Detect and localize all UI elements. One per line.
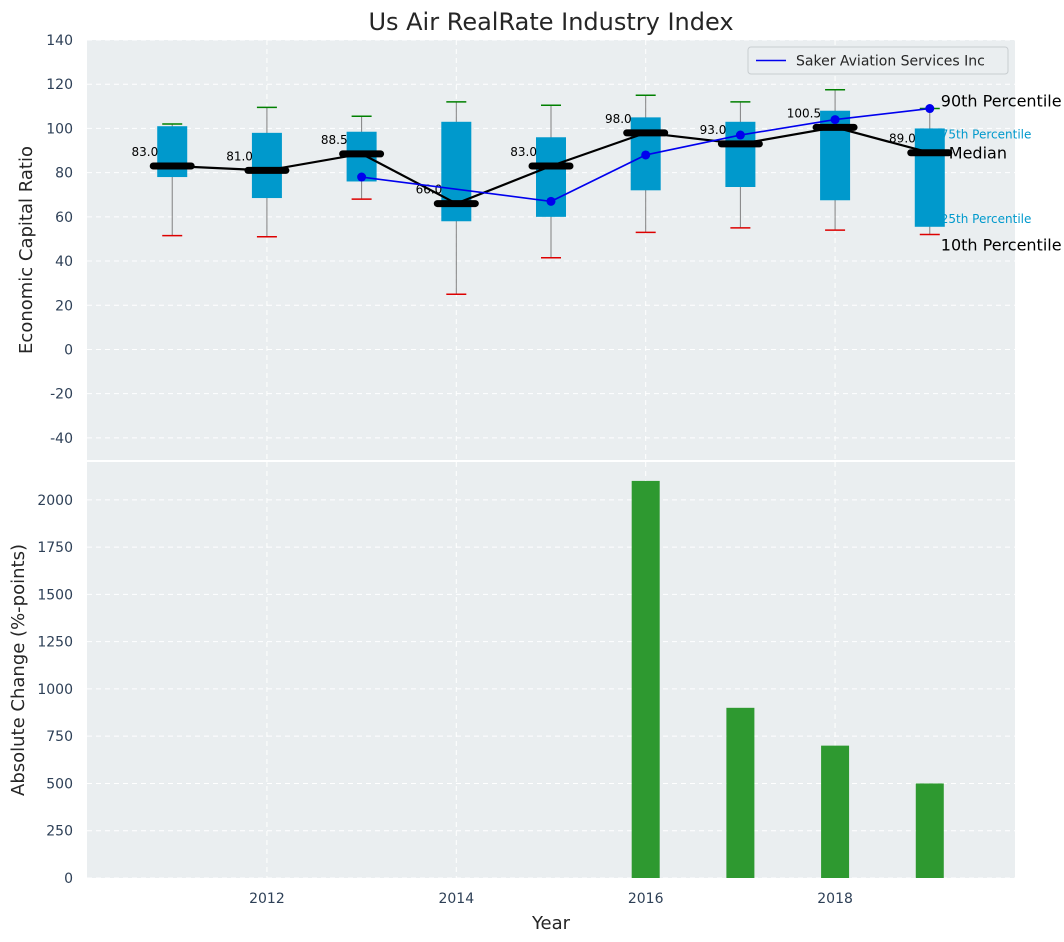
iqr-box (251, 132, 282, 199)
company-series-point (830, 115, 840, 125)
legend-box (747, 46, 1009, 75)
legend: Saker Aviation Services Inc (747, 46, 1009, 75)
change-bar (821, 745, 850, 878)
xtick-label: 2014 (438, 891, 474, 907)
bottom-ytick-label: 1000 (37, 682, 73, 698)
median-value-label: 93.0 (700, 123, 727, 137)
bottom-plot-area (87, 462, 1015, 878)
change-bar (915, 783, 944, 878)
p75-annotation: 75th Percentile (941, 127, 1032, 141)
xtick-label: 2012 (249, 891, 285, 907)
median-annotation: Median (949, 144, 1007, 163)
bottom-ytick-label: 250 (46, 824, 73, 840)
median-value-label: 89.0 (889, 132, 916, 146)
top-ytick-label: 140 (46, 33, 73, 49)
top-ytick-label: 40 (55, 254, 73, 270)
median-value-label: 83.0 (132, 145, 159, 159)
bottom-ytick-label: 0 (64, 871, 73, 887)
bottom-xlabel: Year (531, 913, 571, 934)
top-ytick-label: 80 (55, 166, 73, 182)
change-bar (631, 480, 660, 878)
top-ytick-label: -20 (50, 387, 73, 403)
top-ytick-label: 60 (55, 210, 73, 226)
top-ytick-label: 100 (46, 121, 73, 137)
bottom-ytick-label: 1250 (37, 635, 73, 651)
company-series-point (357, 172, 367, 182)
p10-annotation: 10th Percentile (941, 236, 1062, 255)
p25-annotation: 25th Percentile (941, 212, 1032, 226)
change-bar (726, 707, 755, 878)
median-value-label: 100.5 (787, 106, 821, 120)
top-ytick-label: -40 (50, 431, 73, 447)
xtick-label: 2016 (628, 891, 664, 907)
median-value-label: 83.0 (510, 145, 537, 159)
bottom-ytick-label: 500 (46, 776, 73, 792)
legend-entry: Saker Aviation Services Inc (796, 54, 985, 70)
xtick-label: 2018 (817, 891, 853, 907)
company-series-point (641, 150, 651, 160)
median-value-label: 81.0 (226, 149, 253, 163)
bottom-ylabel: Absolute Change (%-points) (8, 544, 29, 796)
median-value-label: 98.0 (605, 112, 632, 126)
bar-chart-panel: 0 250 500 750 1000 1250 1500 1750 2000 2012 2014 20… (37, 460, 1015, 907)
company-series-point (546, 196, 556, 206)
top-ytick-label: 0 (64, 342, 73, 358)
bottom-ytick-label: 1750 (37, 540, 73, 556)
company-series-point (925, 104, 935, 114)
company-series-line (361, 107, 930, 203)
bottom-ytick-label: 2000 (37, 493, 73, 509)
top-ytick-label: 120 (46, 77, 73, 93)
company-series-point (735, 130, 745, 140)
chart-title: Us Air RealRate Industry Index (368, 8, 733, 36)
bottom-ytick-label: 750 (46, 729, 73, 745)
median-value-label: 88.5 (321, 133, 348, 147)
top-ylabel: Economic Capital Ratio (16, 146, 37, 354)
top-ytick-label: 20 (55, 298, 73, 314)
bottom-ytick-label: 1500 (37, 587, 73, 603)
iqr-box (914, 128, 945, 227)
p90-annotation: 90th Percentile (941, 92, 1062, 111)
